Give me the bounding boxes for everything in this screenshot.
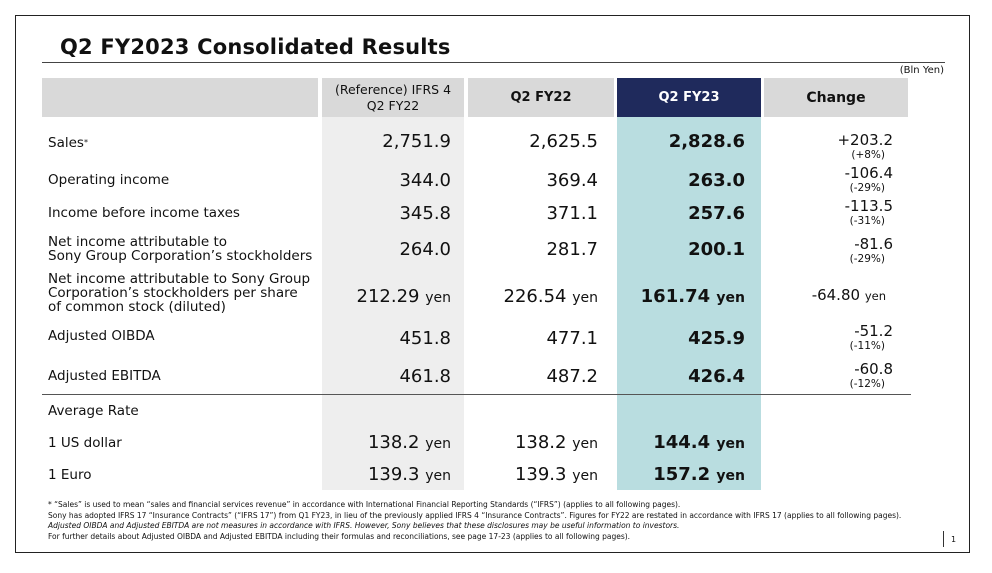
cell-change-pct: (-12%) [849,378,885,390]
header-reference-line1: (Reference) IFRS 4 [334,81,452,97]
footnote-sales: * “Sales” is used to mean “sales and fin… [48,500,681,509]
cell-fy22: 487.2 [546,366,598,387]
cell-fy23: 263.0 [688,170,745,191]
header-reference: (Reference) IFRS 4 Q2 FY22 [322,78,464,117]
cell-change: -64.80 yen [811,286,886,304]
cell-ref: 2,751.9 [382,131,451,152]
cell-fy22: 369.4 [546,170,598,191]
cell-fy22: 281.7 [546,239,598,260]
cell-fy22: 371.1 [546,203,598,224]
header-reference-line2: Q2 FY22 [366,97,420,113]
cell-change: -113.5 [844,197,893,215]
cell-change-pct: (-29%) [849,182,885,194]
cell-ref: 345.8 [399,203,451,224]
header-fy23: Q2 FY23 [617,78,761,117]
cell-ref: 138.2 yen [367,432,451,453]
cell-fy23: 426.4 [688,366,745,387]
cell-change-pct: (-29%) [849,253,885,265]
rate-heading: Average Rate [48,403,139,419]
cell-fy23: 144.4 yen [653,432,745,453]
cell-change: -51.2 [854,322,893,340]
cell-ref: 344.0 [399,170,451,191]
cell-ref: 264.0 [399,239,451,260]
row-label: Net income attributable to Sony Group Co… [48,271,311,315]
cell-fy23: 157.2 yen [653,464,745,485]
page-title: Q2 FY2023 Consolidated Results [60,35,451,59]
cell-change: -81.6 [854,235,893,253]
row-label: Adjusted OIBDA [48,328,155,344]
cell-fy22: 139.3 yen [514,464,598,485]
cell-fy23: 200.1 [688,239,745,260]
cell-ref: 139.3 yen [367,464,451,485]
footnotes: * “Sales” is used to mean “sales and fin… [48,500,948,542]
cell-fy23: 161.74 yen [640,286,745,307]
row-label: Net income attributable to Sony Group Co… [48,234,313,264]
cell-change: +203.2 [837,131,893,149]
fy23-column-bg [617,78,761,490]
row-label: Income before income taxes [48,205,240,221]
row-label: Sales* [48,135,88,151]
cell-fy22: 477.1 [546,328,598,349]
cell-ref: 451.8 [399,328,451,349]
title-divider [42,62,945,63]
slide-frame [15,15,970,553]
header-label-cell [42,78,318,117]
cell-ref: 212.29 yen [356,286,452,307]
header-change: Change [764,78,908,117]
row-label: Operating income [48,172,170,188]
cell-fy22: 2,625.5 [529,131,598,152]
row-label: 1 Euro [48,467,92,483]
cell-change-pct: (+8%) [851,149,885,161]
cell-fy23: 2,828.6 [668,131,745,152]
footnote-ifrs17: Sony has adopted IFRS 17 “Insurance Cont… [48,510,902,520]
footnote-oibda-disclaimer: Adjusted OIBDA and Adjusted EBITDA are n… [48,521,680,530]
cell-change-pct: (-31%) [849,215,885,227]
unit-label: (Bln Yen) [899,65,944,76]
row-label: Adjusted EBITDA [48,368,161,384]
footnote-further-details: For further details about Adjusted OIBDA… [48,531,631,541]
page-number-divider [943,531,944,547]
page-number: 1 [951,535,957,544]
cell-fy22: 226.54 yen [503,286,599,307]
cell-ref: 461.8 [399,366,451,387]
cell-change-pct: (-11%) [849,340,885,352]
header-fy22: Q2 FY22 [468,78,614,117]
cell-fy23: 425.9 [688,328,745,349]
reference-column-bg [322,78,464,490]
cell-change: -60.8 [854,360,893,378]
cell-change: -106.4 [844,164,893,182]
cell-fy23: 257.6 [688,203,745,224]
cell-fy22: 138.2 yen [514,432,598,453]
row-label: 1 US dollar [48,435,122,451]
table-divider [42,394,911,395]
